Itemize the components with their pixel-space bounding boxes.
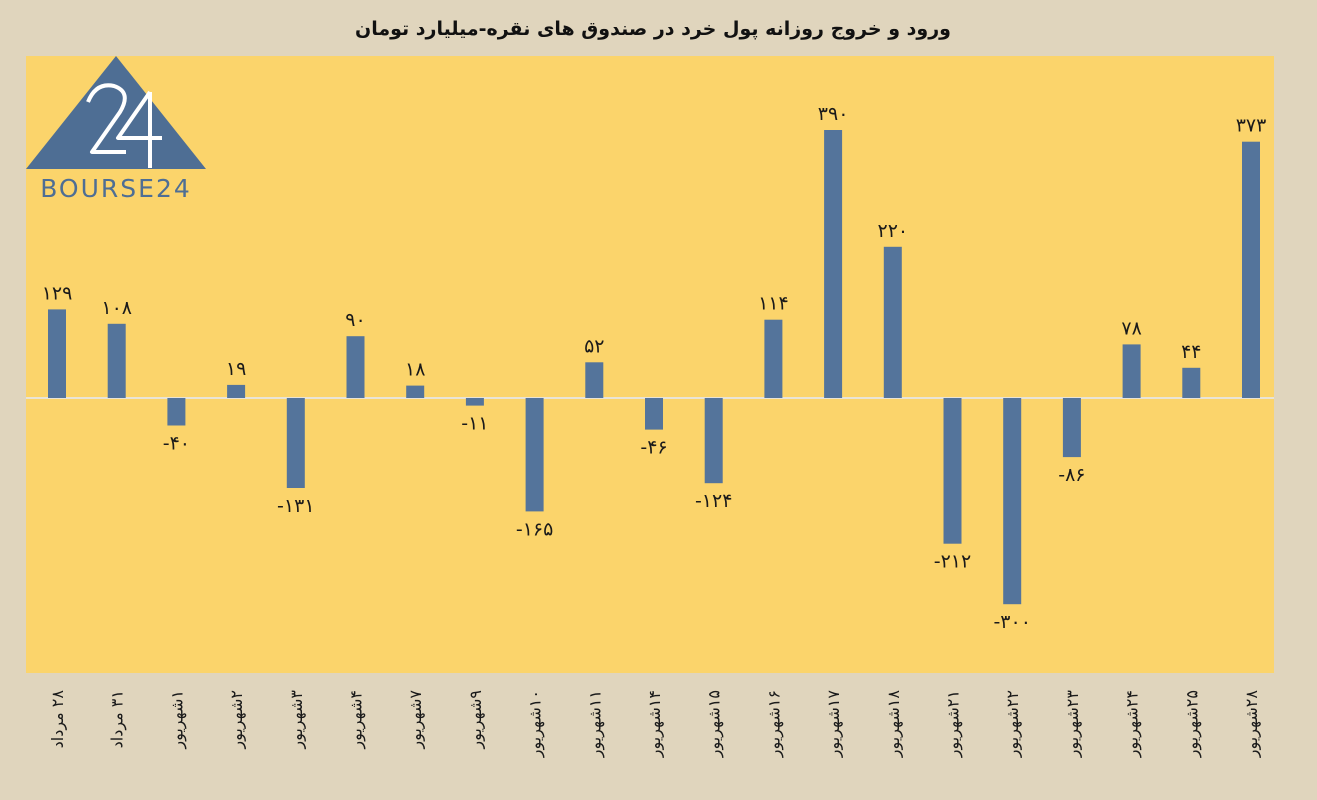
bar xyxy=(525,398,544,512)
bar xyxy=(346,336,365,398)
data-label: ۱۰۸ xyxy=(101,297,132,319)
data-label: -۲۱۲ xyxy=(934,551,971,573)
chart-title: ورود و خروج روزانه پول خرد در صندوق های … xyxy=(355,18,951,40)
data-label: -۱۶۵ xyxy=(516,518,553,540)
bar xyxy=(1242,141,1260,398)
x-tick-label: ۳شهریور xyxy=(287,690,307,750)
bar xyxy=(883,246,902,398)
data-label: ۳۷۳ xyxy=(1236,115,1267,137)
bar xyxy=(645,398,663,430)
bar xyxy=(406,385,425,398)
x-tick-label: ۲۳شهریور xyxy=(1063,690,1083,759)
data-label: ۲۲۰ xyxy=(877,220,908,242)
x-tick-label: ۱۶شهریور xyxy=(764,690,784,758)
bar-series xyxy=(48,130,1260,605)
x-tick-label: ۷شهریور xyxy=(406,690,426,750)
bar xyxy=(943,398,962,544)
bar xyxy=(585,362,604,398)
data-label: ۱۲۹ xyxy=(42,282,73,304)
plot-area xyxy=(26,56,1274,673)
x-tick-label: ۲۲شهریور xyxy=(1003,690,1023,758)
data-label: ۹۰ xyxy=(345,309,365,331)
bar xyxy=(1122,344,1141,398)
data-label: -۱۱ xyxy=(461,413,488,435)
data-label: ۳۹۰ xyxy=(818,103,849,125)
bar xyxy=(1062,398,1081,458)
logo-glyph-four xyxy=(116,90,162,168)
x-axis-tick-labels: ۲۸ مرداد ۳۱ مرداد ۱شهریور ۲شهریور ۳شهریور ۴شه… xyxy=(48,690,1262,759)
x-tick-label: ۱۷شهریور xyxy=(824,690,844,759)
x-tick-label: ۱۰شهریور xyxy=(526,690,546,758)
data-label: ۴۴ xyxy=(1181,341,1201,363)
data-label: ۱۹ xyxy=(226,358,246,380)
bar xyxy=(704,398,723,484)
logo-text: BOURSE24 xyxy=(40,174,192,203)
x-tick-label: ۹شهریور xyxy=(466,690,486,750)
bar xyxy=(227,384,246,398)
x-tick-label: ۲۸ مرداد xyxy=(48,690,68,749)
x-tick-label: ۲شهریور xyxy=(227,690,247,750)
bar xyxy=(107,323,126,398)
x-tick-label: ۱۱شهریور xyxy=(585,690,605,758)
data-label: -۱۲۴ xyxy=(695,490,732,512)
bourse24-logo: BOURSE24 xyxy=(26,56,206,203)
data-labels: ۱۲۹ ۱۰۸ -۴۰ ۱۹ -۱۳۱ ۹۰ ۱۸ -۱۱ -۱۶۵ ۵۲ -۴۶ -۱۲۴ ۱۱۴ ۳۹… xyxy=(42,103,1267,633)
bar xyxy=(1003,398,1022,605)
x-tick-label: ۲۵شهریور xyxy=(1182,690,1202,758)
bar xyxy=(465,398,484,406)
bar xyxy=(1182,367,1201,398)
logo-triangle xyxy=(26,56,206,169)
data-label: ۱۱۴ xyxy=(758,293,789,315)
data-label: ۷۸ xyxy=(1121,317,1141,339)
x-tick-label: ۱۵شهریور xyxy=(705,690,725,758)
bar xyxy=(48,309,66,398)
data-label: -۱۳۱ xyxy=(277,495,314,517)
x-tick-label: ۲۴شهریور xyxy=(1123,690,1143,758)
logo-glyph-two xyxy=(86,83,127,154)
x-tick-label: ۴شهریور xyxy=(347,690,367,750)
bar xyxy=(824,130,843,398)
x-tick-label: ۱۸شهریور xyxy=(884,690,904,759)
x-tick-label: ۲۸شهریور xyxy=(1242,690,1262,759)
data-label: ۵۲ xyxy=(584,335,604,357)
bar xyxy=(764,319,783,398)
x-tick-label: ۲۱شهریور xyxy=(944,690,964,758)
bar xyxy=(167,398,186,426)
data-label: -۴۶ xyxy=(640,437,667,459)
data-label: -۴۰ xyxy=(163,433,190,455)
data-label: -۸۶ xyxy=(1058,464,1085,486)
data-label: ۱۸ xyxy=(405,359,425,381)
x-tick-label: ۱شهریور xyxy=(167,690,187,750)
bar xyxy=(286,398,305,488)
x-tick-label: ۱۴شهریور xyxy=(645,690,665,758)
data-label: -۳۰۰ xyxy=(993,611,1030,633)
x-tick-label: ۳۱ مرداد xyxy=(108,690,128,748)
